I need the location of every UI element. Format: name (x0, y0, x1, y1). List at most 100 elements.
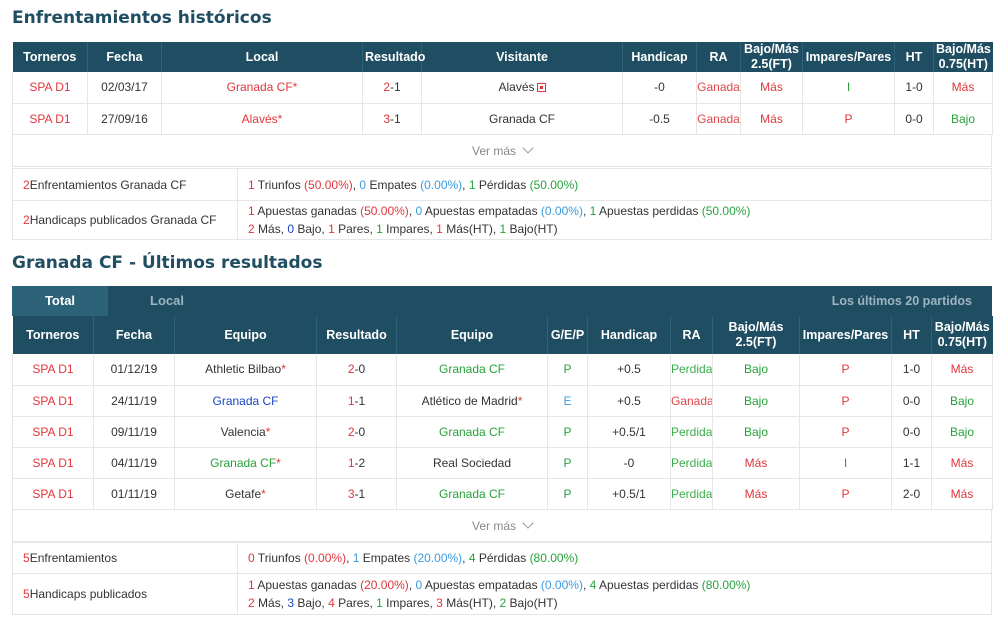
recent-ver-mas-button[interactable]: Ver más (12, 510, 992, 542)
summary-values: 1 Apuestas ganadas (20.00%), 0 Apuestas … (248, 578, 751, 610)
home-team-name[interactable]: Athletic Bilbao (205, 362, 282, 377)
away-team-cell[interactable]: Granada CF (396, 354, 548, 386)
away-team-name[interactable]: Alavés (498, 80, 535, 95)
summary-values: 0 Triunfos (0.00%), 1 Empates (20.00%), … (248, 551, 579, 565)
tab-total[interactable]: Total (12, 286, 108, 316)
away-star: * (517, 393, 523, 408)
home-team-cell[interactable]: Granada CF* (174, 447, 317, 479)
odd-even-cell: P (799, 385, 892, 417)
col-header: Handicap (587, 316, 671, 354)
date-cell: 04/11/19 (93, 447, 175, 479)
home-team-name[interactable]: Valencia (220, 424, 266, 439)
away-team-name[interactable]: Atlético de Madrid (421, 393, 518, 408)
away-team-name[interactable]: Granada CF (438, 362, 506, 377)
chevron-down-icon[interactable] (522, 517, 534, 529)
away-team-cell[interactable]: Granada CF (421, 103, 623, 135)
home-team-name[interactable]: Granada CF (210, 455, 277, 470)
away-team-name[interactable]: Real Sociedad (432, 455, 512, 470)
ra-cell: Ganada (696, 72, 741, 104)
bajo-count: 3 (287, 596, 295, 610)
away-team-cell[interactable]: Real Sociedad (396, 447, 548, 479)
mas-label: Más, (254, 596, 288, 610)
home-star: * (281, 362, 286, 377)
col-header: Equipo (396, 316, 548, 354)
table-row[interactable]: SPA D1 24/11/19 Granada CF 1-1 Atlético de M… (12, 385, 993, 417)
home-team-name[interactable]: Getafe (225, 486, 262, 501)
home-team-cell[interactable]: Athletic Bilbao* (174, 354, 317, 386)
away-team-name[interactable]: Granada CF (488, 111, 556, 126)
ou25-cell: Más (712, 447, 800, 479)
league-cell[interactable]: SPA D1 (12, 478, 94, 510)
league-cell[interactable]: SPA D1 (12, 103, 88, 135)
table-row[interactable]: SPA D1 27/09/16 Alavés* 3-1 Granada CF -… (12, 103, 993, 135)
score-cell[interactable]: 1-1 (316, 385, 397, 417)
col-header: Torneros (12, 42, 88, 72)
ver-mas-label[interactable]: Ver más (471, 144, 516, 158)
home-team-name[interactable]: Alavés (241, 111, 278, 126)
away-team-cell[interactable]: Alavés (421, 72, 623, 104)
league-cell[interactable]: SPA D1 (12, 385, 94, 417)
score-away: -1 (390, 111, 401, 126)
pares-label: Pares, (334, 596, 377, 610)
home-team-cell[interactable]: Granada CF (174, 385, 317, 417)
home-team-name[interactable]: Granada CF (212, 393, 279, 408)
score-cell[interactable]: 3-1 (316, 478, 397, 510)
league-cell[interactable]: SPA D1 (12, 447, 94, 479)
league-cell[interactable]: SPA D1 (12, 416, 94, 448)
impares-label: Impares, (382, 596, 437, 610)
table-row[interactable]: SPA D1 02/03/17 Granada CF* 2-1 Alavés -… (12, 72, 993, 104)
ou075-cell: Más (931, 447, 993, 479)
home-team-cell[interactable]: Valencia* (174, 416, 317, 448)
score-home: 1 (347, 393, 355, 408)
home-team-cell[interactable]: Alavés* (161, 103, 363, 135)
ht-cell: 1-0 (894, 72, 934, 104)
recent-summary: 5 Enfrentamientos 0 Triunfos (0.00%), 1 … (12, 542, 992, 615)
col-header: Visitante (421, 42, 623, 72)
col-header: Equipo (174, 316, 317, 354)
score-cell[interactable]: 2-1 (362, 72, 422, 104)
h2h-ver-mas-button[interactable]: Ver más (12, 135, 992, 167)
summary-label: 2 Enfrentamientos Granada CF (13, 169, 238, 200)
mas-count: 2 (248, 596, 255, 610)
col-header: Bajo/Más 2.5(FT) (740, 42, 803, 72)
away-team-name[interactable]: Granada CF (438, 486, 506, 501)
score-cell[interactable]: 1-2 (316, 447, 397, 479)
bets-won-label: Apuestas ganadas (254, 204, 361, 218)
home-team-cell[interactable]: Granada CF* (161, 72, 363, 104)
away-team-name[interactable]: Granada CF (438, 424, 506, 439)
wins-label: Triunfos (254, 551, 305, 565)
score-cell[interactable]: 2-0 (316, 354, 397, 386)
bets-draw-pct: (0.00%) (540, 204, 583, 218)
home-team-name[interactable]: Granada CF (226, 80, 293, 95)
away-team-cell[interactable]: Granada CF (396, 416, 548, 448)
score-home: 2 (347, 362, 355, 377)
wins-count: 0 (248, 551, 255, 565)
table-row[interactable]: SPA D1 01/11/19 Getafe* 3-1 Granada CF P +0.5/… (12, 478, 993, 510)
league-cell[interactable]: SPA D1 (12, 72, 88, 104)
score-cell[interactable]: 3-1 (362, 103, 422, 135)
score-cell[interactable]: 2-0 (316, 416, 397, 448)
draws-pct: (20.00%) (413, 551, 463, 565)
col-header: Impares/Pares (802, 42, 895, 72)
home-team-cell[interactable]: Getafe* (174, 478, 317, 510)
odd-even-cell: I (799, 447, 892, 479)
summary-label: 5 Handicaps publicados (13, 574, 238, 614)
away-team-cell[interactable]: Atlético de Madrid* (396, 385, 548, 417)
last-20-matches-link[interactable]: Los últimos 20 partidos (831, 294, 972, 308)
losses-count: 1 (468, 177, 476, 192)
summary-count: 5 (23, 551, 30, 565)
chevron-down-icon[interactable] (522, 142, 534, 154)
table-row[interactable]: SPA D1 04/11/19 Granada CF* 1-2 Real Socieda… (12, 447, 993, 479)
table-row[interactable]: SPA D1 09/11/19 Valencia* 2-0 Granada CF P +0.… (12, 416, 993, 448)
away-team-cell[interactable]: Granada CF (396, 478, 548, 510)
masht-count: 1 (436, 222, 443, 236)
tab-local[interactable]: Local (150, 293, 184, 308)
home-star: * (292, 80, 298, 95)
league-cell[interactable]: SPA D1 (12, 354, 94, 386)
bets-draw-count: 0 (415, 204, 423, 218)
ra-cell: Perdida (670, 354, 713, 386)
masht-label: Más(HT), (442, 596, 500, 610)
table-row[interactable]: SPA D1 01/12/19 Athletic Bilbao* 2-0 Granada… (12, 354, 993, 386)
ver-mas-label[interactable]: Ver más (471, 519, 516, 533)
date-cell: 09/11/19 (93, 416, 175, 448)
